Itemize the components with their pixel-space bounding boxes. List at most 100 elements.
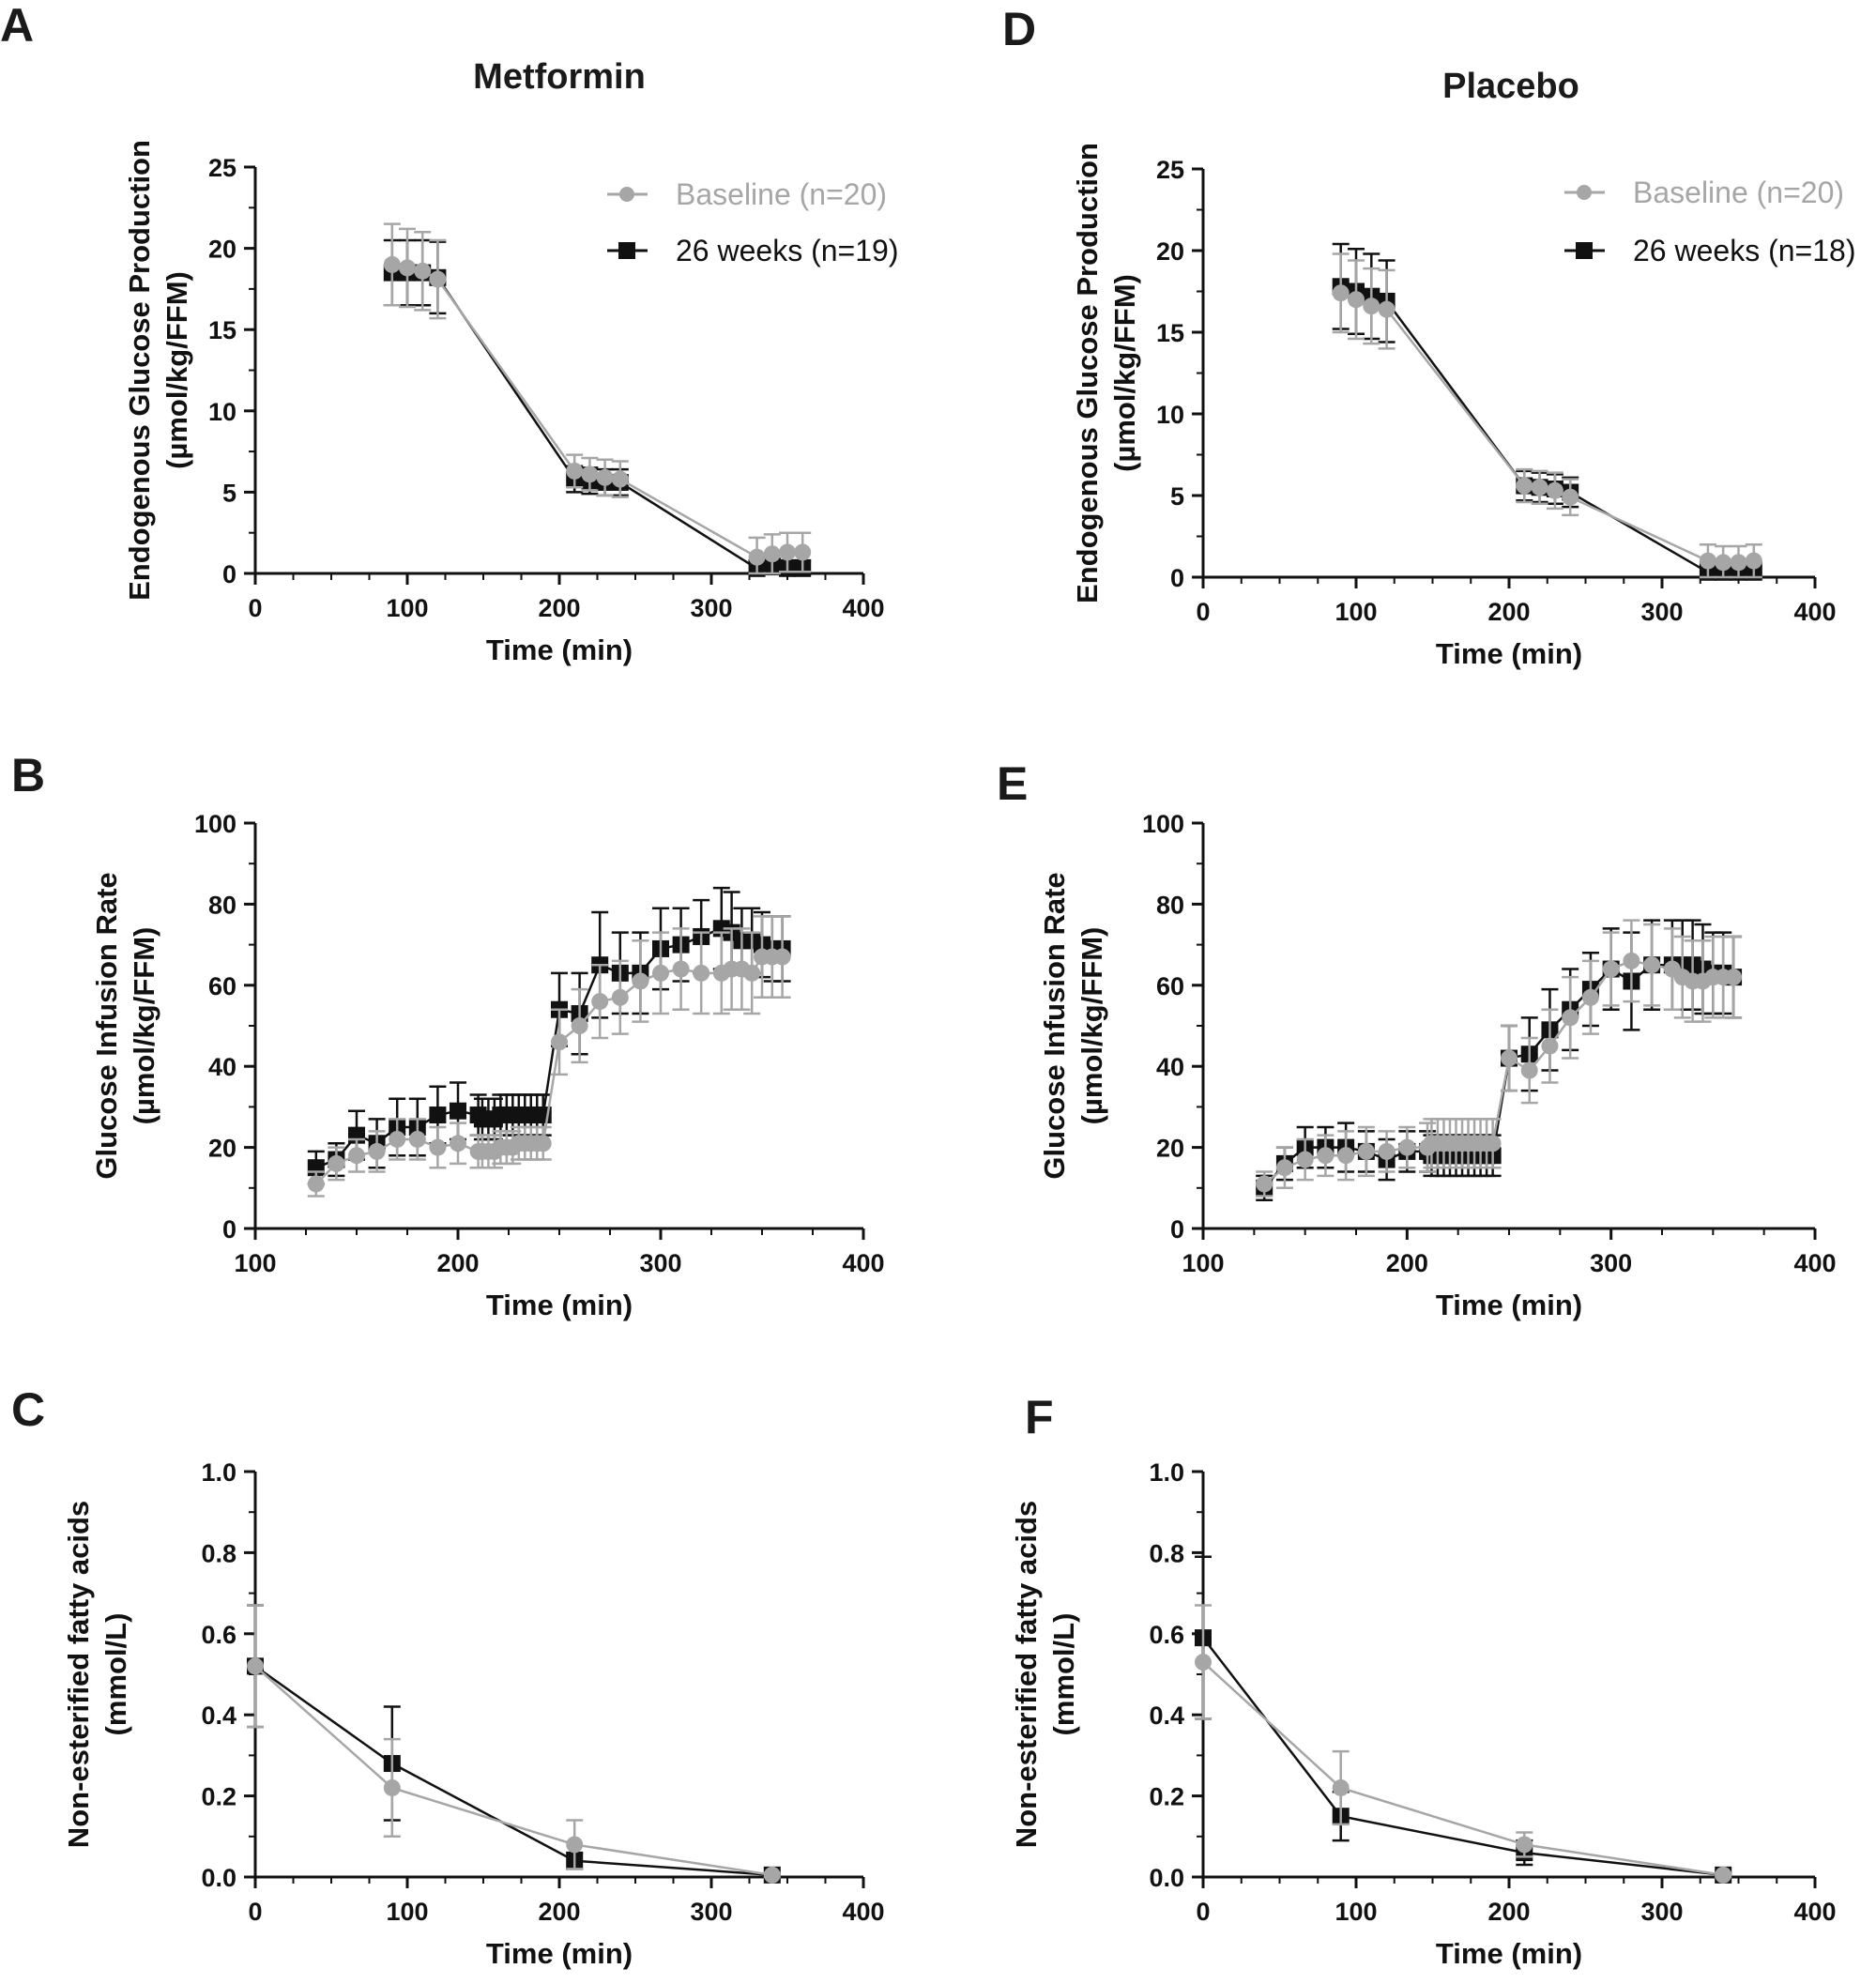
data-point	[1745, 552, 1762, 570]
legend-week26-marker	[1576, 242, 1593, 259]
y-tick-label: 1.0	[201, 1458, 236, 1487]
y-tick-label: 0.6	[201, 1621, 236, 1649]
legend-week26-label: 26 weeks (n=19)	[676, 234, 898, 267]
data-point	[581, 465, 599, 483]
x-tick-label: 300	[1590, 1249, 1632, 1277]
x-tick-label: 200	[1487, 598, 1530, 626]
series-line	[254, 1665, 772, 1877]
data-point	[247, 1657, 264, 1675]
data-point	[763, 1866, 781, 1884]
data-point	[1516, 1836, 1533, 1854]
y-tick-label: 0.4	[1149, 1702, 1184, 1730]
series-line	[391, 271, 803, 571]
x-tick-label: 400	[1793, 1898, 1836, 1926]
x-tick-label: 300	[1640, 598, 1683, 626]
y-tick-label: 5	[222, 479, 236, 507]
y-tick-label: 80	[1156, 891, 1184, 919]
legend-baseline-marker	[1577, 185, 1592, 200]
x-axis-title: Time (min)	[486, 1289, 633, 1321]
data-point	[368, 1142, 386, 1160]
data-point	[1730, 554, 1747, 572]
x-axis-title: Time (min)	[486, 1937, 633, 1970]
y-tick-label: 0	[1170, 1215, 1184, 1244]
data-point	[652, 964, 669, 982]
legend-baseline-marker	[619, 187, 634, 202]
panel-letter: E	[997, 757, 1028, 810]
series-line	[315, 926, 783, 1169]
legend-baseline-label: Baseline (n=20)	[1633, 176, 1844, 209]
y-tick-label: 15	[208, 316, 236, 344]
y-tick-label: 100	[194, 810, 236, 838]
series-line	[1202, 1661, 1724, 1877]
x-tick-label: 400	[842, 594, 884, 622]
y-axis-title-units: (mmol/L)	[1047, 1613, 1080, 1736]
data-point	[1275, 1159, 1293, 1177]
y-axis-title: Glucose Infusion Rate	[90, 872, 123, 1179]
y-tick-label: 10	[208, 398, 236, 426]
y-tick-label: 25	[208, 154, 236, 182]
y-axis-title: Non-esterified fatty acids	[1010, 1501, 1043, 1848]
y-tick-label: 20	[1156, 1135, 1184, 1163]
x-tick-label: 300	[639, 1249, 681, 1277]
data-point	[383, 255, 401, 273]
x-tick-label: 200	[1386, 1249, 1428, 1277]
y-axis-title: Endogenous Glucose Production	[1071, 143, 1104, 603]
data-point	[748, 548, 766, 566]
data-point	[414, 262, 432, 280]
data-point	[1562, 488, 1579, 506]
y-tick-label: 0.8	[201, 1539, 236, 1567]
data-point	[1546, 481, 1563, 499]
data-point	[450, 1102, 466, 1120]
data-point	[328, 1154, 345, 1172]
data-point	[383, 1778, 401, 1796]
data-point	[1378, 1142, 1396, 1160]
series-line	[391, 263, 803, 559]
data-point	[571, 1017, 588, 1034]
y-tick-label: 0.2	[201, 1783, 236, 1811]
y-axis-title: Glucose Infusion Rate	[1038, 872, 1071, 1179]
data-point	[693, 964, 710, 982]
data-point	[1363, 298, 1380, 315]
y-tick-label: 1.0	[1149, 1458, 1184, 1487]
x-tick-label: 400	[842, 1249, 884, 1277]
series-baseline	[307, 915, 791, 1198]
x-tick-label: 100	[1182, 1249, 1224, 1277]
data-point	[1332, 1778, 1350, 1796]
data-point	[429, 1138, 447, 1156]
panel-letter: D	[1002, 3, 1036, 55]
data-point	[408, 1130, 426, 1148]
y-tick-label: 40	[1156, 1053, 1184, 1081]
x-tick-label: 100	[1335, 598, 1377, 626]
data-point	[1332, 284, 1350, 302]
x-tick-label: 300	[1640, 1898, 1683, 1926]
data-point	[773, 948, 791, 966]
x-axis-title: Time (min)	[1436, 637, 1582, 670]
x-axis-title: Time (min)	[486, 633, 633, 666]
series-week26	[1332, 242, 1762, 581]
data-point	[1715, 554, 1732, 572]
data-point	[1581, 988, 1599, 1006]
data-point	[779, 543, 796, 561]
data-point	[1378, 300, 1396, 318]
series-line	[1202, 1637, 1724, 1877]
data-point	[596, 468, 614, 486]
series-baseline	[1256, 919, 1743, 1198]
y-axis-title-units: (µmol/kg/FFM)	[160, 271, 193, 469]
x-tick-label: 200	[436, 1249, 479, 1277]
y-tick-label: 0.2	[1149, 1783, 1184, 1811]
y-tick-label: 0.0	[201, 1864, 236, 1892]
data-point	[551, 1033, 568, 1051]
data-point	[611, 988, 629, 1006]
series-line	[254, 1665, 772, 1877]
y-tick-label: 0.4	[201, 1702, 236, 1730]
x-tick-label: 100	[234, 1249, 276, 1277]
x-tick-label: 300	[690, 594, 732, 622]
data-point	[611, 470, 629, 488]
series-week26	[247, 1604, 781, 1884]
data-point	[794, 543, 812, 561]
data-point	[429, 270, 447, 288]
data-point	[348, 1147, 365, 1165]
data-point	[534, 1135, 552, 1152]
